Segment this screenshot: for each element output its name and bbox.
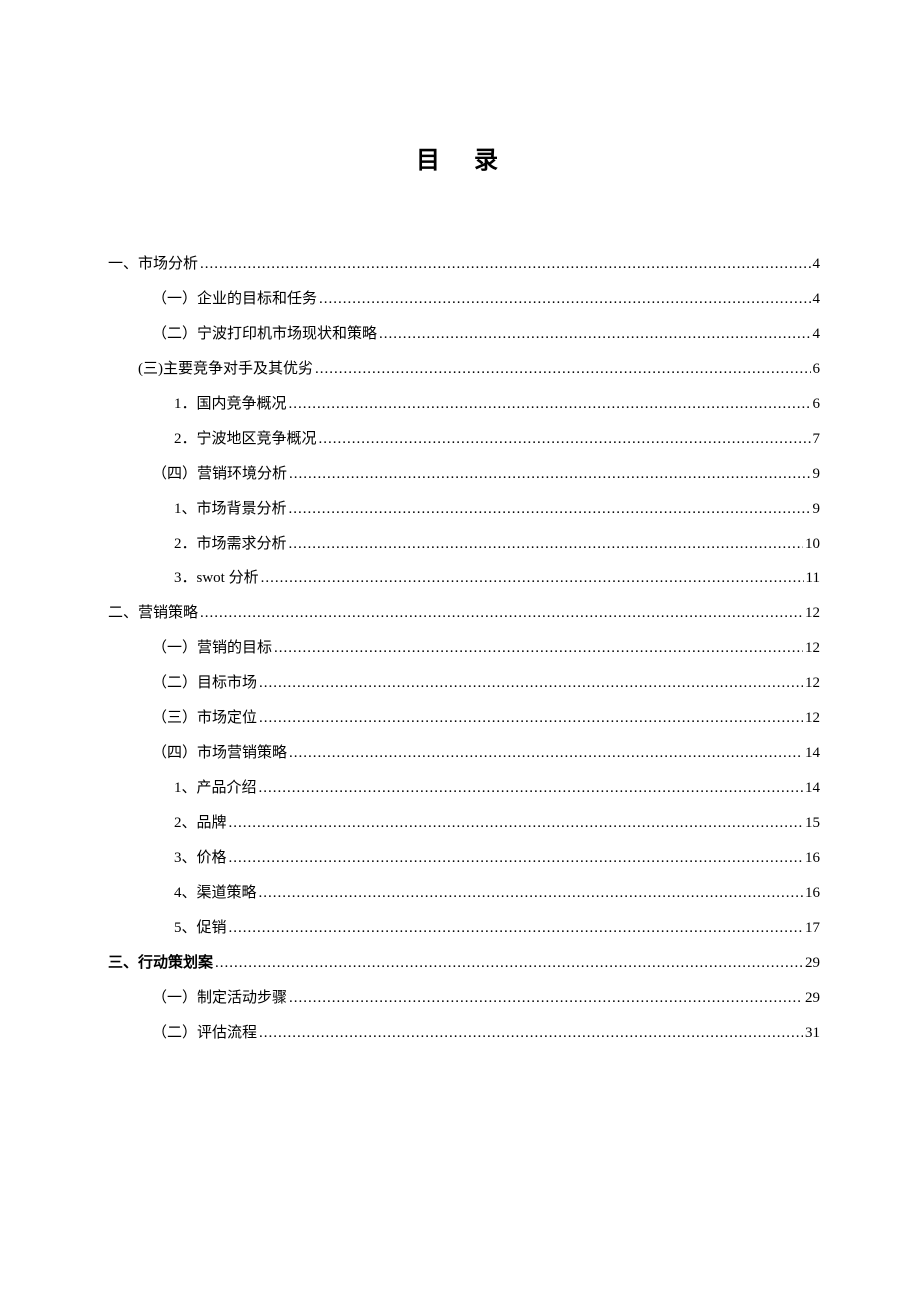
toc-leader-dots — [259, 771, 803, 806]
toc-entry: （四）营销环境分析 9 — [108, 457, 820, 492]
toc-entry-label: 三、行动策划案 — [108, 946, 213, 981]
toc-entry: 5、促销 17 — [108, 911, 820, 946]
toc-entry-label: 5、促销 — [174, 911, 227, 946]
toc-entry: （三）市场定位 12 — [108, 701, 820, 736]
toc-entry-label: 1、市场背景分析 — [174, 492, 287, 527]
toc-entry: 二、营销策略 12 — [108, 596, 820, 631]
toc-entry-label: （一）营销的目标 — [152, 631, 272, 666]
toc-entry-page: 9 — [813, 492, 821, 527]
toc-entry: 三、行动策划案 29 — [108, 946, 820, 981]
toc-entry-label: (三)主要竞争对手及其优劣 — [138, 352, 313, 387]
toc-leader-dots — [289, 387, 811, 422]
toc-leader-dots — [200, 596, 803, 631]
toc-entry-page: 31 — [805, 1016, 820, 1051]
toc-entry: （二）评估流程 31 — [108, 1016, 820, 1051]
toc-entry-page: 11 — [806, 561, 820, 596]
toc-leader-dots — [319, 422, 811, 457]
toc-entry: （二）宁波打印机市场现状和策略 4 — [108, 317, 820, 352]
toc-entry-page: 6 — [813, 387, 821, 422]
page-title: 目 录 — [108, 140, 820, 175]
toc-leader-dots — [261, 561, 804, 596]
toc-entry-label: 二、营销策略 — [108, 596, 198, 631]
toc-entry-label: 1．国内竞争概况 — [174, 387, 287, 422]
toc-entry: 4、渠道策略 16 — [108, 876, 820, 911]
toc-entry-label: （二）目标市场 — [152, 666, 257, 701]
toc-entry-page: 16 — [805, 841, 820, 876]
toc-entry-label: （四）市场营销策略 — [152, 736, 287, 771]
toc-leader-dots — [379, 317, 810, 352]
toc-entry-label: 一、市场分析 — [108, 247, 198, 282]
toc-entry-page: 12 — [805, 631, 820, 666]
toc-entry-label: （三）市场定位 — [152, 701, 257, 736]
toc-leader-dots — [259, 1016, 803, 1051]
toc-entry-label: 1、产品介绍 — [174, 771, 257, 806]
toc-leader-dots — [229, 806, 803, 841]
toc-entry-page: 14 — [805, 736, 820, 771]
toc-entry-label: 2．市场需求分析 — [174, 527, 287, 562]
toc-entry-page: 17 — [805, 911, 820, 946]
toc-leader-dots — [274, 631, 803, 666]
toc-entry-page: 4 — [813, 317, 821, 352]
toc-leader-dots — [215, 946, 803, 981]
toc-leader-dots — [319, 282, 810, 317]
toc-entry-page: 4 — [813, 282, 821, 317]
toc-leader-dots — [289, 981, 803, 1016]
toc-entry-page: 14 — [805, 771, 820, 806]
toc-entry-label: （一）企业的目标和任务 — [152, 282, 317, 317]
toc-entry: 1．国内竞争概况 6 — [108, 387, 820, 422]
toc-entry: （二）目标市场 12 — [108, 666, 820, 701]
toc-entry-label: （一）制定活动步骤 — [152, 981, 287, 1016]
toc-leader-dots — [315, 352, 811, 387]
toc-leader-dots — [289, 457, 810, 492]
table-of-contents: 一、市场分析 4（一）企业的目标和任务 4（二）宁波打印机市场现状和策略 4(三… — [108, 247, 820, 1051]
toc-entry: 1、产品介绍 14 — [108, 771, 820, 806]
toc-entry-page: 6 — [813, 352, 821, 387]
toc-entry-page: 29 — [805, 946, 820, 981]
toc-entry: 2．宁波地区竞争概况 7 — [108, 422, 820, 457]
toc-entry-page: 7 — [813, 422, 821, 457]
toc-entry-label: （四）营销环境分析 — [152, 457, 287, 492]
toc-entry-label: 3、价格 — [174, 841, 227, 876]
toc-entry: 3．swot 分析 11 — [108, 561, 820, 596]
toc-entry-page: 12 — [805, 596, 820, 631]
toc-entry-page: 12 — [805, 701, 820, 736]
toc-leader-dots — [289, 492, 811, 527]
toc-entry: 一、市场分析 4 — [108, 247, 820, 282]
toc-entry-label: 2、品牌 — [174, 806, 227, 841]
toc-entry: （四）市场营销策略 14 — [108, 736, 820, 771]
toc-entry-page: 16 — [805, 876, 820, 911]
toc-leader-dots — [259, 666, 803, 701]
toc-entry: 1、市场背景分析 9 — [108, 492, 820, 527]
toc-leader-dots — [289, 736, 803, 771]
toc-leader-dots — [259, 876, 803, 911]
toc-entry-label: 4、渠道策略 — [174, 876, 257, 911]
toc-entry-page: 4 — [813, 247, 821, 282]
toc-entry: (三)主要竞争对手及其优劣 6 — [108, 352, 820, 387]
toc-entry-label: （二）评估流程 — [152, 1016, 257, 1051]
toc-entry-label: （二）宁波打印机市场现状和策略 — [152, 317, 377, 352]
toc-entry: （一）制定活动步骤 29 — [108, 981, 820, 1016]
toc-entry: 2、品牌 15 — [108, 806, 820, 841]
toc-entry-label: 3．swot 分析 — [174, 561, 259, 596]
toc-leader-dots — [229, 911, 803, 946]
toc-entry-page: 29 — [805, 981, 820, 1016]
toc-entry-page: 12 — [805, 666, 820, 701]
toc-leader-dots — [289, 527, 803, 562]
toc-entry: 3、价格 16 — [108, 841, 820, 876]
toc-entry-page: 10 — [805, 527, 820, 562]
toc-entry-page: 9 — [813, 457, 821, 492]
toc-entry-page: 15 — [805, 806, 820, 841]
toc-entry: （一）企业的目标和任务 4 — [108, 282, 820, 317]
toc-leader-dots — [229, 841, 803, 876]
toc-entry: （一）营销的目标 12 — [108, 631, 820, 666]
toc-entry-label: 2．宁波地区竞争概况 — [174, 422, 317, 457]
toc-leader-dots — [200, 247, 810, 282]
toc-entry: 2．市场需求分析 10 — [108, 527, 820, 562]
toc-leader-dots — [259, 701, 803, 736]
